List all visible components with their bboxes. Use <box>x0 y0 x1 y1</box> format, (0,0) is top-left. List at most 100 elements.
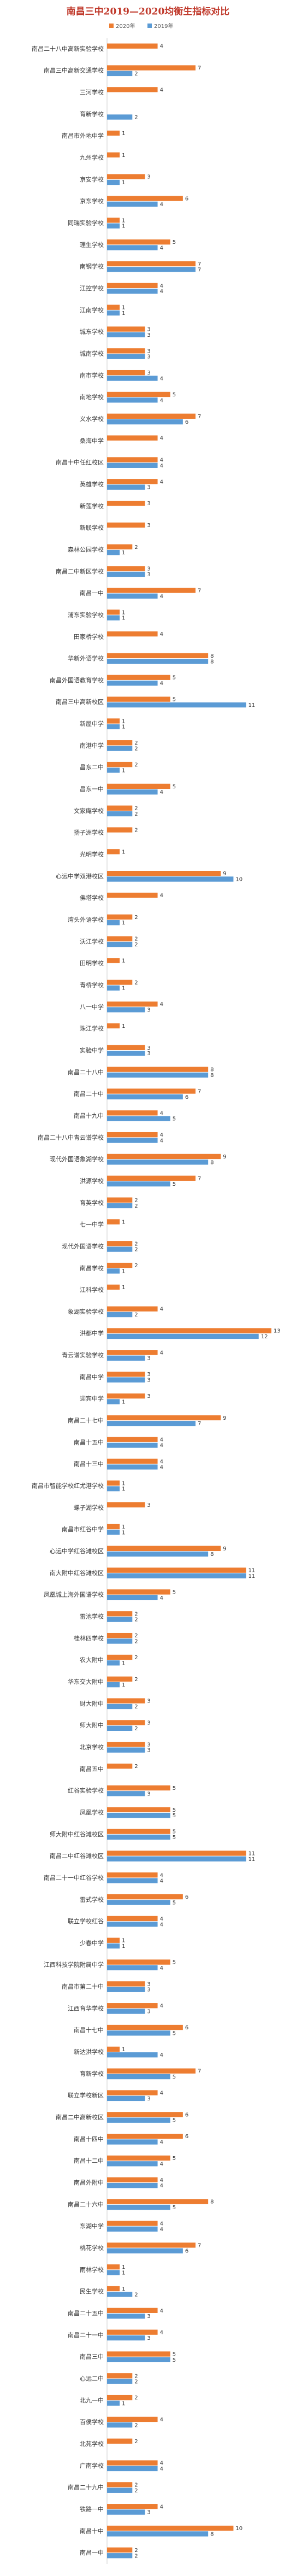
bar <box>107 811 133 817</box>
value-label: 2 <box>134 2395 138 2401</box>
bar <box>107 1703 133 1709</box>
value-label: 4 <box>160 681 163 687</box>
value-label: 4 <box>160 2417 163 2423</box>
value-label: 2 <box>134 2548 138 2554</box>
value-label: 4 <box>160 397 163 403</box>
value-label: 2 <box>134 2553 138 2559</box>
value-label: 1 <box>122 305 125 311</box>
value-label: 7 <box>198 2069 201 2075</box>
category-label: 南昌十五中 <box>74 1438 104 1446</box>
value-label: 2 <box>134 1241 138 1247</box>
category-label: 南昌二十八中高新实验学校 <box>32 45 104 52</box>
category-label: 凤凰学校 <box>80 1808 104 1816</box>
value-label: 2 <box>134 746 138 752</box>
bar <box>107 1747 145 1753</box>
category-label: 理生学校 <box>80 241 104 248</box>
bar <box>107 87 158 92</box>
value-label: 4 <box>160 1443 163 1449</box>
value-label: 3 <box>147 1378 150 1384</box>
value-label: 1 <box>122 724 125 730</box>
bar <box>107 2068 196 2074</box>
legend-swatch <box>147 24 152 28</box>
bar <box>107 1328 271 1333</box>
category-label: 新联学校 <box>80 524 104 531</box>
bar <box>107 1589 170 1595</box>
bar <box>107 1611 133 1617</box>
value-label: 1 <box>122 1399 125 1405</box>
bar <box>107 1350 158 1355</box>
category-label: 南昌二十六中 <box>68 2200 104 2208</box>
category-label: 华新外语学校 <box>68 654 104 662</box>
bar <box>107 2221 158 2226</box>
bar <box>107 1138 158 1143</box>
bar <box>107 239 170 245</box>
bar <box>107 876 234 882</box>
category-label: 江科学校 <box>80 1286 104 1293</box>
bar <box>107 130 120 136</box>
bar <box>107 762 133 768</box>
value-label: 1 <box>122 1268 125 1274</box>
category-label: 南昌三中高新校区 <box>56 698 104 706</box>
category-label: 南昌三中高新交通学校 <box>44 67 104 74</box>
value-label: 2 <box>134 811 138 817</box>
bar <box>107 2308 158 2313</box>
category-label: 华东交大附中 <box>68 1678 104 1685</box>
bar <box>107 332 145 338</box>
bar <box>107 768 120 773</box>
category-label: 洪都中学 <box>80 1330 104 1337</box>
bar <box>107 783 170 789</box>
category-label: 田明学校 <box>80 959 104 967</box>
bar <box>107 1676 133 1682</box>
value-label: 4 <box>160 1110 163 1116</box>
bar <box>107 1524 120 1530</box>
value-label: 3 <box>147 1051 150 1057</box>
category-label: 凤凰城上海外国语学校 <box>44 1591 104 1599</box>
bar <box>107 391 170 397</box>
value-label: 11 <box>248 1857 256 1863</box>
value-label: 5 <box>173 1835 176 1841</box>
category-label: 铁路一中 <box>80 2505 104 2513</box>
bar <box>107 218 120 223</box>
bar <box>107 1486 120 1491</box>
category-label: 南昌十四中 <box>74 2135 104 2142</box>
bar <box>107 1660 120 1666</box>
bar <box>107 1072 209 1078</box>
bar <box>107 310 120 316</box>
bar <box>107 980 133 985</box>
value-label: 5 <box>173 2351 176 2357</box>
bar <box>107 1900 170 1905</box>
value-label: 2 <box>134 1611 138 1617</box>
value-label: 2 <box>134 2292 138 2298</box>
bar <box>107 1393 145 1399</box>
value-label: 4 <box>160 1965 163 1971</box>
value-label: 2 <box>134 740 138 746</box>
bar <box>107 522 145 528</box>
bar <box>107 1981 145 1987</box>
value-label: 2 <box>134 1633 138 1639</box>
bar <box>107 1894 183 1900</box>
bar <box>107 2155 170 2161</box>
value-label: 4 <box>160 44 163 50</box>
category-label: 八一中学 <box>80 1003 104 1010</box>
value-label: 5 <box>173 675 176 681</box>
value-label: 6 <box>185 196 188 202</box>
category-label: 北苑学校 <box>80 2440 104 2448</box>
value-label: 4 <box>160 87 163 93</box>
value-label: 5 <box>173 2205 176 2211</box>
value-label: 2 <box>134 2488 138 2494</box>
value-label: 2 <box>134 115 138 121</box>
category-label: 桑海中学 <box>80 437 104 444</box>
value-label: 4 <box>160 594 163 600</box>
value-label: 3 <box>147 348 150 354</box>
bar <box>107 702 246 708</box>
bar <box>107 1480 120 1486</box>
value-label: 3 <box>147 1748 150 1754</box>
value-label: 4 <box>160 376 163 382</box>
bar <box>107 1943 120 1949</box>
bar <box>107 1116 170 1121</box>
category-label: 南昌外附中 <box>74 2179 104 2186</box>
value-label: 1 <box>122 2401 125 2407</box>
category-label: 佛塔学校 <box>80 894 104 901</box>
value-label: 4 <box>160 2003 163 2009</box>
